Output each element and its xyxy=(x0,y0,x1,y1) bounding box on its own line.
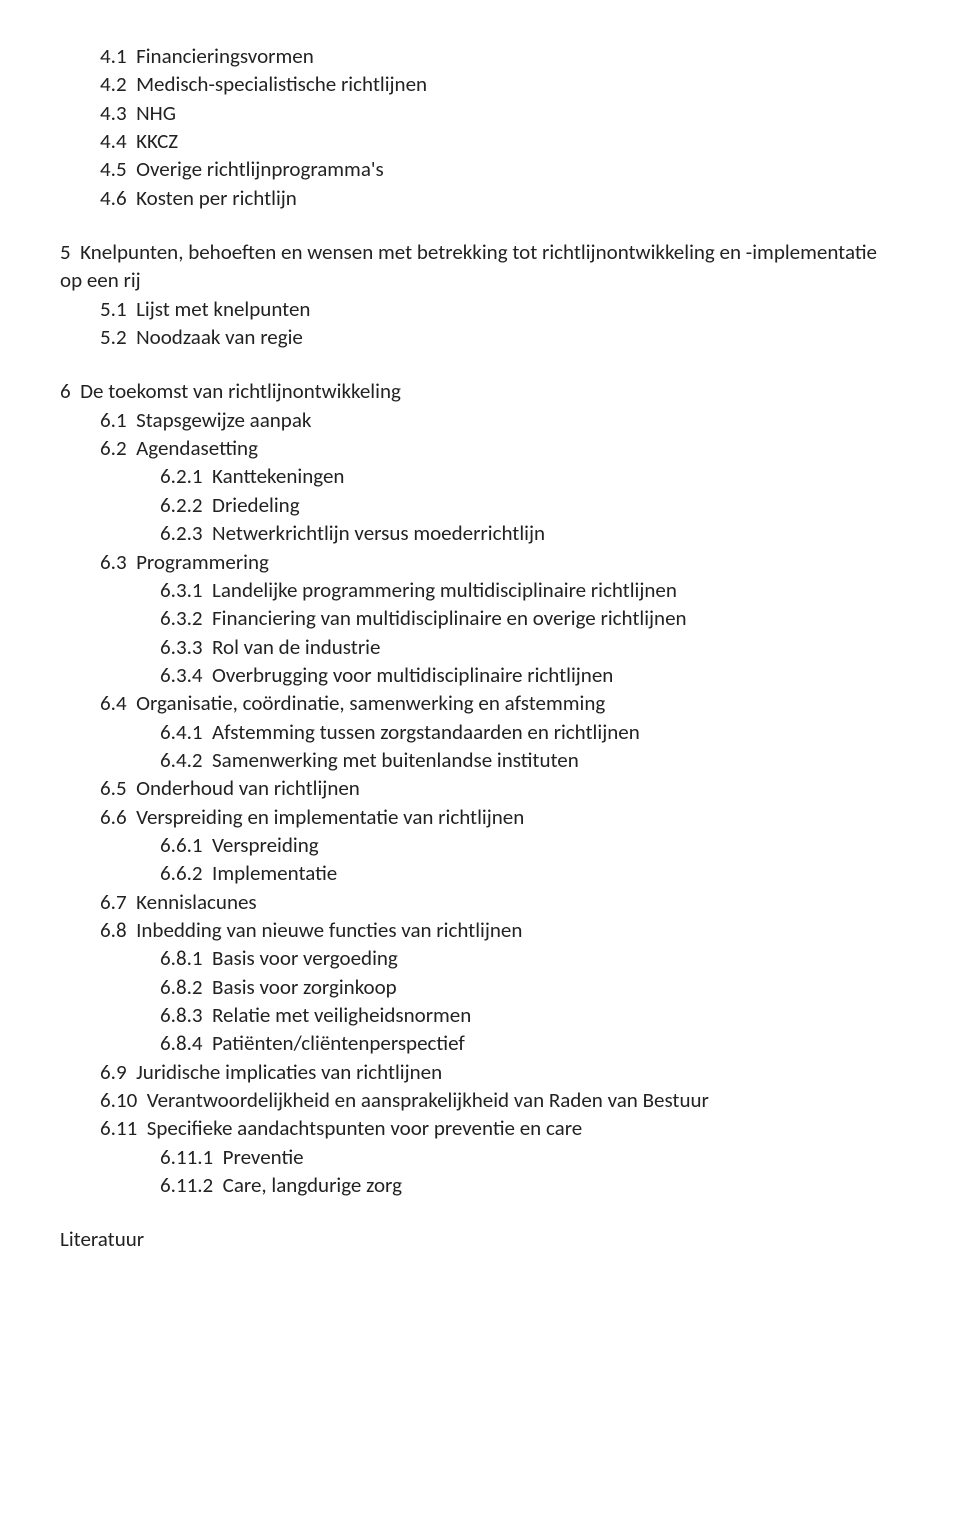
toc-line: 6 De toekomst van richtlijnontwikkeling xyxy=(60,377,900,405)
blank-line xyxy=(60,1199,900,1225)
toc-line: 6.7 Kennislacunes xyxy=(100,888,900,916)
toc-line: 6.4 Organisatie, coördinatie, samenwerki… xyxy=(100,689,900,717)
toc-line: 6.6 Verspreiding en implementatie van ri… xyxy=(100,803,900,831)
toc-line: 6.2.2 Driedeling xyxy=(160,491,900,519)
toc-line: 6.4.1 Afstemming tussen zorgstandaarden … xyxy=(160,718,900,746)
toc-line: 6.8.1 Basis voor vergoeding xyxy=(160,944,900,972)
toc-line: 6.6.1 Verspreiding xyxy=(160,831,900,859)
toc-line: 4.2 Medisch-specialistische richtlijnen xyxy=(100,70,900,98)
toc-line: 6.6.2 Implementatie xyxy=(160,859,900,887)
toc-line: 5.2 Noodzaak van regie xyxy=(100,323,900,351)
table-of-contents: 4.1 Financieringsvormen4.2 Medisch-speci… xyxy=(60,42,900,1254)
toc-line: Literatuur xyxy=(60,1225,900,1253)
toc-line: 6.9 Juridische implicaties van richtlijn… xyxy=(100,1058,900,1086)
toc-line: 6.8.2 Basis voor zorginkoop xyxy=(160,973,900,1001)
toc-line: 6.11.2 Care, langdurige zorg xyxy=(160,1171,900,1199)
toc-line: 6.3.3 Rol van de industrie xyxy=(160,633,900,661)
toc-line: 6.3.2 Financiering van multidisciplinair… xyxy=(160,604,900,632)
toc-line: 5.1 Lijst met knelpunten xyxy=(100,295,900,323)
toc-line: 6.11.1 Preventie xyxy=(160,1143,900,1171)
toc-line: 6.3.4 Overbrugging voor multidisciplinai… xyxy=(160,661,900,689)
toc-line: 6.2 Agendasetting xyxy=(100,434,900,462)
toc-line: 6.8.3 Relatie met veiligheidsnormen xyxy=(160,1001,900,1029)
blank-line xyxy=(60,351,900,377)
toc-line: 6.1 Stapsgewijze aanpak xyxy=(100,406,900,434)
toc-line: 4.4 KKCZ xyxy=(100,127,900,155)
toc-line: 4.6 Kosten per richtlijn xyxy=(100,184,900,212)
toc-line: 6.4.2 Samenwerking met buitenlandse inst… xyxy=(160,746,900,774)
toc-line: 6.3 Programmering xyxy=(100,548,900,576)
toc-line: 6.3.1 Landelijke programmering multidisc… xyxy=(160,576,900,604)
blank-line xyxy=(60,212,900,238)
toc-line: 6.11 Specifieke aandachtspunten voor pre… xyxy=(100,1114,900,1142)
toc-line: 6.2.1 Kanttekeningen xyxy=(160,462,900,490)
toc-line: 6.8.4 Patiënten/cliëntenperspectief xyxy=(160,1029,900,1057)
toc-line: 4.1 Financieringsvormen xyxy=(100,42,900,70)
toc-line: 6.2.3 Netwerkrichtlijn versus moederrich… xyxy=(160,519,900,547)
toc-line: 4.3 NHG xyxy=(100,99,900,127)
toc-line: 6.10 Verantwoordelijkheid en aansprakeli… xyxy=(100,1086,900,1114)
toc-line: 4.5 Overige richtlijnprogramma's xyxy=(100,155,900,183)
toc-line: 5 Knelpunten, behoeften en wensen met be… xyxy=(60,238,900,295)
toc-line: 6.8 Inbedding van nieuwe functies van ri… xyxy=(100,916,900,944)
toc-line: 6.5 Onderhoud van richtlijnen xyxy=(100,774,900,802)
